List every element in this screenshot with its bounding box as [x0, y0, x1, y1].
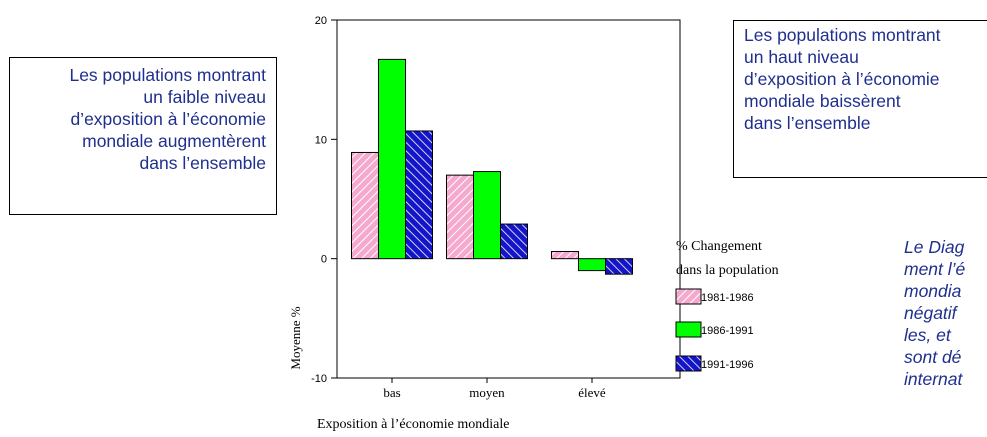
y-tick-label: 20 — [315, 15, 327, 27]
bar-moyen-1981-1986 — [446, 174, 474, 260]
callout-high-exposure: Les populations montrant un haut niveau … — [733, 20, 987, 178]
callout-left-line-4: mondiale augmentèrent — [82, 131, 266, 151]
plot-frame — [336, 19, 681, 379]
side-note-text: Le Diag ment l’é mondia négatif les, et … — [904, 236, 987, 390]
x-axis: bas moyen élevé — [383, 378, 606, 400]
bars — [351, 58, 633, 275]
side-note-line-4: négatif — [904, 303, 957, 323]
callout-right-line-3: d’exposition à l’économie — [744, 69, 940, 89]
y-tick-label: 0 — [321, 254, 327, 266]
side-note-line-6: sont dé — [904, 347, 962, 367]
legend-label: 1981-1986 — [701, 292, 754, 304]
callout-low-exposure: Les populations montrant un faible nivea… — [9, 57, 277, 215]
x-tick-label: bas — [383, 385, 400, 400]
y-axis-label: Moyenne % — [288, 306, 303, 369]
callout-right-line-2: un haut niveau — [744, 47, 859, 67]
side-note-line-1: Le Diag — [904, 237, 965, 257]
callout-right-line-5: dans l’ensemble — [744, 113, 871, 133]
legend-title-line-2: dans la population — [676, 263, 779, 278]
bar-bas-1991-1996 — [405, 130, 433, 260]
side-note-line-5: les, et — [904, 325, 951, 345]
legend-label: 1991-1996 — [701, 359, 754, 371]
legend-swatch — [675, 288, 702, 305]
legend-swatch — [675, 321, 702, 338]
bar-élevé-1986-1991 — [578, 258, 606, 272]
legend-title-line-1: % Changement — [676, 239, 762, 254]
legend-swatch — [675, 355, 702, 372]
bar-élevé-1991-1996 — [605, 258, 633, 275]
bar-bas-1986-1991 — [378, 58, 406, 260]
bar-bas-1981-1986 — [351, 151, 379, 260]
side-note-line-3: mondia — [904, 281, 962, 301]
side-note-line-2: ment l’é — [904, 259, 966, 279]
x-tick-label: élevé — [578, 385, 606, 400]
callout-left-line-1: Les populations montrant — [69, 65, 266, 85]
callout-left-line-5: dans l’ensemble — [139, 153, 266, 173]
bar-élevé-1981-1986 — [551, 251, 579, 260]
y-tick-label: -10 — [311, 373, 327, 385]
callout-right-line-4: mondiale baissèrent — [744, 91, 901, 111]
bar-moyen-1991-1996 — [500, 223, 528, 260]
side-note-line-7: internat — [904, 369, 963, 389]
x-tick-label: moyen — [469, 385, 505, 400]
y-tick-label: 10 — [315, 134, 327, 146]
callout-right-line-1: Les populations montrant — [744, 25, 941, 45]
callout-left-line-2: un faible niveau — [143, 87, 266, 107]
legend-label: 1986-1991 — [701, 325, 754, 337]
legend: % Changement dans la population 1981-198… — [675, 239, 779, 372]
x-axis-label: Exposition à l’économie mondiale — [317, 417, 509, 432]
y-axis: -10 0 10 20 — [311, 15, 337, 385]
bar-moyen-1986-1991 — [473, 171, 501, 260]
callout-left-line-3: d’exposition à l’économie — [70, 109, 266, 129]
